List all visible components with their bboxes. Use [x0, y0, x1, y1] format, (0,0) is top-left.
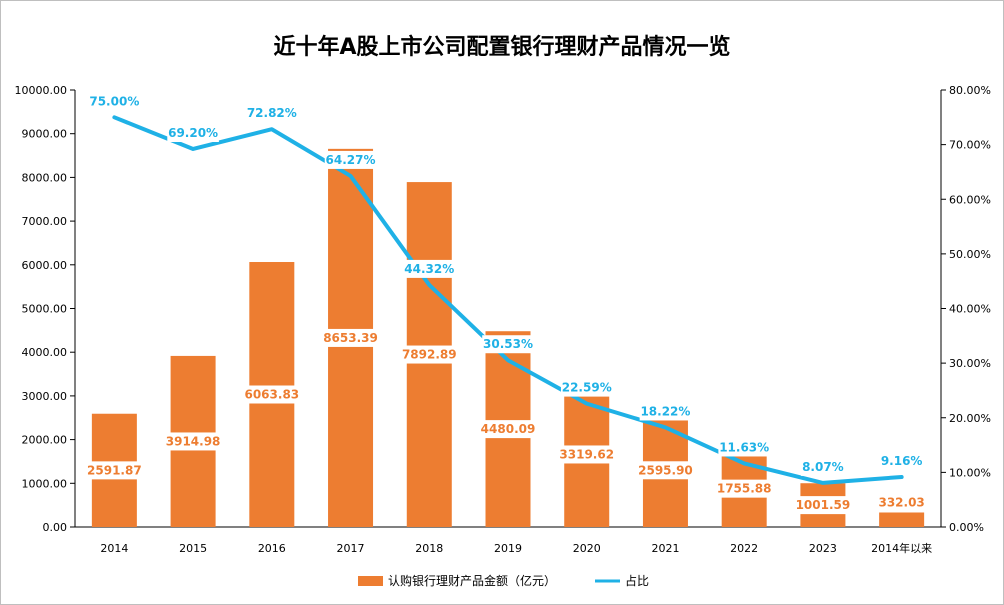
y-right-tick-label: 70.00% — [949, 139, 991, 152]
pct-value-label: 75.00% — [89, 94, 139, 108]
bar-value-label: 3914.98 — [166, 434, 221, 448]
pct-value-label: 72.82% — [247, 106, 297, 120]
pct-label-box — [403, 259, 456, 278]
bar-label-box — [635, 461, 696, 480]
bar — [879, 512, 925, 527]
y-right-tick-label: 10.00% — [949, 466, 991, 479]
bar-value-label: 8653.39 — [323, 331, 378, 345]
x-tick-label: 2014年以来 — [871, 541, 932, 555]
y-left-tick-label: 9000.00 — [22, 128, 68, 141]
pct-value-label: 22.59% — [562, 381, 612, 395]
pct-value-label: 69.20% — [168, 126, 218, 140]
pct-label-box — [246, 104, 298, 123]
pct-label-box — [560, 378, 613, 397]
bar-value-label: 2595.90 — [638, 463, 693, 477]
pct-label-box — [88, 92, 141, 111]
y-left-tick-label: 3000.00 — [22, 390, 68, 403]
bar-label-box — [714, 479, 774, 498]
chart-title: 近十年A股上市公司配置银行理财产品情况一览 — [273, 34, 730, 60]
pct-label-box — [167, 123, 219, 142]
y-left-tick-label: 2000.00 — [22, 434, 68, 447]
pct-label-box — [324, 150, 377, 169]
y-left-tick-label: 10000.00 — [15, 84, 68, 97]
pct-value-label: 30.53% — [483, 337, 533, 351]
y-right-tick-label: 80.00% — [949, 84, 991, 97]
legend: 认购银行理财产品金额（亿元） 占比 — [358, 573, 649, 588]
bar-value-label: 2591.87 — [87, 463, 142, 477]
bar-value-label: 1001.59 — [796, 498, 851, 512]
y-left-tick-label: 5000.00 — [22, 303, 68, 316]
bar-label-box — [793, 496, 853, 515]
legend-bar-swatch — [358, 576, 383, 586]
pct-label-box — [482, 335, 534, 354]
bar-label-box — [399, 345, 459, 364]
x-tick-label: 2023 — [809, 542, 837, 555]
x-tick-label: 2020 — [573, 542, 601, 555]
line-path — [112, 115, 904, 485]
legend-line-label: 占比 — [625, 573, 649, 588]
pct-label-box — [800, 457, 845, 476]
y-left-tick-label: 0.00 — [43, 521, 68, 534]
x-tick-label: 2018 — [415, 542, 443, 555]
bar-label-box — [320, 328, 381, 347]
y-right-tick-label: 30.00% — [949, 357, 991, 370]
bar-value-label: 4480.09 — [481, 422, 536, 436]
y-left-tick-label: 7000.00 — [22, 215, 68, 228]
x-tick-label: 2021 — [651, 542, 679, 555]
pct-value-label: 18.22% — [640, 404, 690, 418]
x-tick-label: 2016 — [258, 542, 286, 555]
bar-label-box — [163, 432, 223, 451]
x-tick-label: 2022 — [730, 542, 758, 555]
y-right-tick-label: 40.00% — [949, 303, 991, 316]
y-left-tick-label: 4000.00 — [22, 346, 68, 359]
bar-label-box — [478, 420, 538, 439]
pct-value-label: 8.07% — [802, 460, 844, 474]
x-tick-label: 2015 — [179, 542, 207, 555]
bar-value-label: 332.03 — [878, 495, 924, 509]
y-right-tick-label: 20.00% — [949, 412, 991, 425]
y-right-tick-label: 0.00% — [949, 521, 984, 534]
x-tick-label: 2017 — [337, 542, 365, 555]
pct-label-box — [879, 451, 924, 470]
pct-label-box — [718, 438, 770, 457]
y-left-tick-label: 1000.00 — [22, 477, 68, 490]
pct-value-label: 64.27% — [326, 153, 376, 167]
x-tick-label: 2019 — [494, 542, 522, 555]
line-series — [112, 115, 904, 485]
x-tick-label: 2014 — [100, 542, 128, 555]
y-right-tick-label: 50.00% — [949, 248, 991, 261]
y-left-tick-label: 6000.00 — [22, 259, 68, 272]
bar-value-label: 3319.62 — [559, 447, 614, 461]
bar-label-box — [242, 385, 302, 404]
axes: 0.00 1000.00 2000.00 3000.00 4000.00 5000.00 6… — [15, 84, 991, 555]
pct-value-label: 44.32% — [404, 262, 454, 276]
bar-label-box — [84, 461, 144, 480]
pct-value-label: 9.16% — [881, 454, 923, 468]
bar-label-box — [557, 445, 617, 464]
bar-value-label: 6063.83 — [244, 388, 299, 402]
pct-value-label: 11.63% — [719, 440, 769, 454]
legend-bar-label: 认购银行理财产品金额（亿元） — [388, 573, 556, 588]
bar-value-label: 1755.88 — [717, 482, 772, 496]
y-right-tick-label: 60.00% — [949, 193, 991, 206]
data-labels: 2591.87 3914.98 6063.83 8653.39 7892.89 4480.… — [84, 92, 925, 515]
y-left-tick-label: 8000.00 — [22, 171, 68, 184]
pct-label-box — [639, 402, 692, 421]
bar-value-label: 7892.89 — [402, 348, 457, 362]
